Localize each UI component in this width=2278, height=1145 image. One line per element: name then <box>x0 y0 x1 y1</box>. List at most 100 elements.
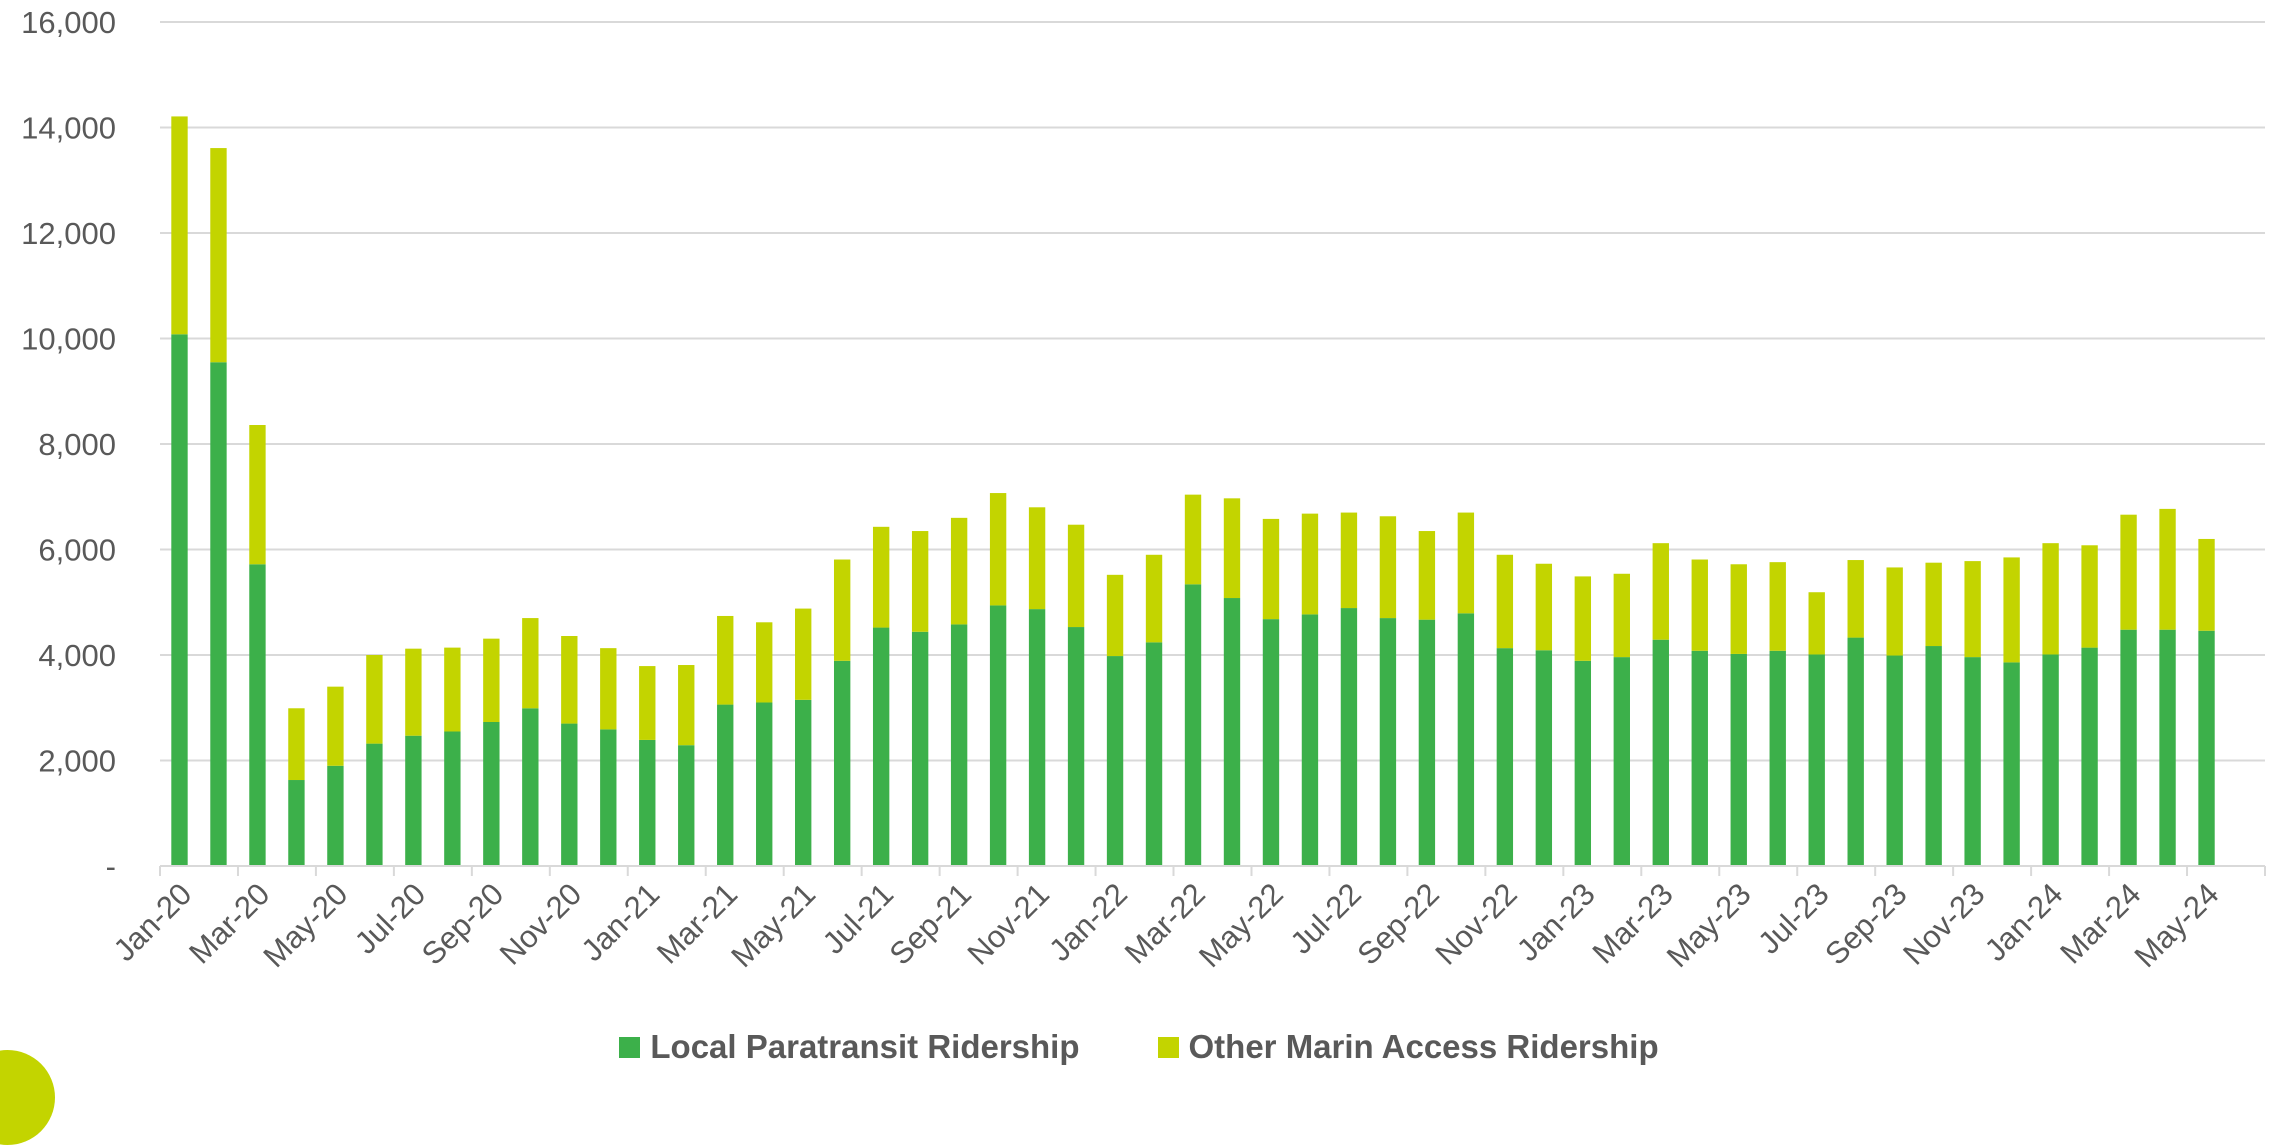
bar-other-marin-access <box>288 708 305 781</box>
bar-local-paratransit <box>1379 618 1397 866</box>
x-tick-label: May-22 <box>1192 876 1290 974</box>
bar-local-paratransit <box>1535 650 1553 866</box>
bar-local-paratransit <box>561 723 578 866</box>
x-tick-label: Jan-20 <box>107 876 199 968</box>
bar-other-marin-access <box>1418 531 1436 620</box>
bar-other-marin-access <box>795 608 812 700</box>
bar-local-paratransit <box>1340 608 1358 866</box>
bar-local-paratransit <box>1886 655 1903 866</box>
legend-label-other-marin-access: Other Marin Access Ridership <box>1188 1028 1659 1065</box>
bar-other-marin-access <box>210 148 227 363</box>
bar-local-paratransit <box>989 605 1007 866</box>
y-tick-label: - <box>106 849 116 884</box>
y-tick-label: 2,000 <box>38 744 116 779</box>
bar-local-paratransit <box>249 564 266 866</box>
bar-local-paratransit <box>210 362 227 866</box>
bar-other-marin-access <box>989 493 1007 606</box>
bar-local-paratransit <box>1106 656 1124 866</box>
bar-local-paratransit <box>2159 629 2176 866</box>
bar-other-marin-access <box>171 116 188 335</box>
bar-other-marin-access <box>1184 494 1202 585</box>
bar-local-paratransit <box>1964 657 1981 866</box>
bar-local-paratransit <box>2003 662 2020 866</box>
x-tick-label: May-23 <box>1660 876 1758 974</box>
bar-local-paratransit <box>1028 609 1046 866</box>
bar-other-marin-access <box>561 636 578 724</box>
bar-other-marin-access <box>1574 576 1592 661</box>
bar-local-paratransit <box>405 735 422 866</box>
x-tick-label: Jan-22 <box>1042 876 1134 968</box>
legend-label-local-paratransit: Local Paratransit Ridership <box>650 1028 1080 1065</box>
bar-other-marin-access <box>2003 557 2020 663</box>
bar-other-marin-access <box>639 666 656 740</box>
bar-local-paratransit <box>171 334 188 866</box>
bar-local-paratransit <box>1574 660 1592 866</box>
bar-other-marin-access <box>1301 513 1319 615</box>
bar-local-paratransit <box>1691 650 1708 866</box>
bar-other-marin-access <box>600 648 617 730</box>
bar-local-paratransit <box>639 739 656 866</box>
x-tick-label: Nov-23 <box>1896 876 1991 971</box>
bar-local-paratransit <box>1769 650 1786 866</box>
x-axis-tick-marks <box>159 866 2266 876</box>
bar-other-marin-access <box>1730 564 1747 654</box>
bar-local-paratransit <box>911 631 929 866</box>
x-tick-label: Sep-23 <box>1818 876 1913 971</box>
bar-other-marin-access <box>678 665 695 746</box>
bar-local-paratransit <box>1262 619 1280 866</box>
bar-other-marin-access <box>1496 554 1514 649</box>
bar-local-paratransit <box>483 721 500 866</box>
bar-other-marin-access <box>2081 545 2098 648</box>
bar-other-marin-access <box>1223 498 1241 599</box>
x-tick-label: May-24 <box>2128 876 2226 974</box>
x-tick-label: Sep-22 <box>1350 876 1445 971</box>
bar-local-paratransit <box>1184 584 1202 866</box>
bar-local-paratransit <box>1847 637 1864 866</box>
bar-other-marin-access <box>1340 512 1358 609</box>
y-tick-label: 8,000 <box>38 427 116 462</box>
bar-other-marin-access <box>444 647 461 732</box>
bar-local-paratransit <box>288 780 305 866</box>
bar-local-paratransit <box>1457 613 1475 866</box>
y-tick-label: 16,000 <box>21 5 116 40</box>
y-tick-label: 14,000 <box>21 111 116 146</box>
x-axis-tick-labels: Jan-20Mar-20May-20Jul-20Sep-20Nov-20Jan-… <box>107 876 2226 974</box>
y-tick-label: 12,000 <box>21 216 116 251</box>
bar-local-paratransit <box>2042 654 2059 866</box>
bar-local-paratransit <box>2120 629 2137 866</box>
bar-other-marin-access <box>1613 573 1630 658</box>
bar-other-marin-access <box>327 686 344 766</box>
bar-other-marin-access <box>1925 562 1942 647</box>
bar-local-paratransit <box>1301 614 1319 866</box>
legend-swatch-local-paratransit <box>619 1036 641 1058</box>
y-tick-label: 6,000 <box>38 533 116 568</box>
bar-other-marin-access <box>2120 514 2137 630</box>
bar-other-marin-access <box>1457 512 1475 614</box>
bar-local-paratransit <box>600 729 617 866</box>
x-tick-label: May-21 <box>724 876 822 974</box>
bar-local-paratransit <box>756 702 773 866</box>
x-tick-label: Jan-24 <box>1978 876 2070 968</box>
bar-other-marin-access <box>911 531 929 632</box>
bar-local-paratransit <box>444 731 461 866</box>
bar-other-marin-access <box>1067 524 1085 628</box>
bar-other-marin-access <box>1028 507 1046 610</box>
bar-other-marin-access <box>1964 561 1981 658</box>
bar-local-paratransit <box>327 765 344 866</box>
bar-other-marin-access <box>950 517 968 625</box>
bar-local-paratransit <box>833 660 851 866</box>
legend-item-other-marin-access: Other Marin Access Ridership <box>1157 1028 1659 1066</box>
bar-other-marin-access <box>1769 562 1786 651</box>
bar-local-paratransit <box>1496 648 1514 866</box>
bars <box>171 116 2215 866</box>
legend-item-local-paratransit: Local Paratransit Ridership <box>619 1028 1080 1066</box>
bar-local-paratransit <box>950 624 968 866</box>
bar-local-paratransit <box>678 745 695 866</box>
bar-other-marin-access <box>2042 543 2059 655</box>
bar-other-marin-access <box>1691 559 1708 651</box>
bar-other-marin-access <box>366 655 383 744</box>
y-tick-label: 4,000 <box>38 638 116 673</box>
bar-other-marin-access <box>717 615 734 705</box>
bar-other-marin-access <box>756 622 773 703</box>
bar-local-paratransit <box>1418 619 1436 866</box>
